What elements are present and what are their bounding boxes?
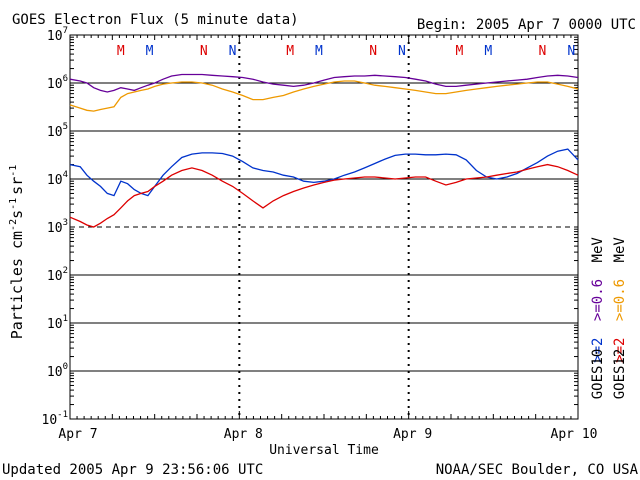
y-tick-label: 104 xyxy=(47,170,68,188)
series-goes12_high xyxy=(69,163,579,228)
legend: >=2 >=0.6 MeV >=2 >=0.6 MeV GOES10 GOES1… xyxy=(590,237,628,400)
marker-M: M xyxy=(484,44,492,59)
credit-line: NOAA/SEC Boulder, CO USA xyxy=(436,462,639,478)
x-tick-label: Apr 9 xyxy=(393,427,432,442)
series-goes10_high xyxy=(69,148,579,197)
marker-N: N xyxy=(398,44,406,59)
legend-high-goes10: >=2 >=0.6 MeV xyxy=(590,237,606,363)
series-goes12_low xyxy=(69,80,579,112)
y-tick-label: 106 xyxy=(47,74,68,92)
legend-sat-goes12: GOES12 xyxy=(612,349,628,400)
x-tick-labels: Apr 7 Apr 8 Apr 9 Apr 10 xyxy=(58,427,597,442)
marker-N: N xyxy=(229,44,237,59)
chart-title: GOES Electron Flux (5 minute data) xyxy=(12,12,299,28)
legend-high-goes12: >=2 >=0.6 MeV xyxy=(612,237,628,363)
y-tick-label: 102 xyxy=(47,266,68,284)
y-tick-label: 101 xyxy=(47,314,68,332)
marker-N: N xyxy=(200,44,208,59)
legend-sat-goes10: GOES10 xyxy=(590,349,606,400)
marker-M: M xyxy=(146,44,154,59)
y-axis-label: Particles cm-2s-1sr-1 xyxy=(8,165,26,340)
marker-M: M xyxy=(456,44,464,59)
horizontal-gridlines xyxy=(70,36,578,406)
day-divider-lines xyxy=(69,35,579,419)
marker-N: N xyxy=(369,44,377,59)
x-tick-label: Apr 7 xyxy=(58,427,97,442)
series-goes10_low xyxy=(69,73,579,93)
begin-time: Begin: 2005 Apr 7 0000 UTC xyxy=(417,17,636,33)
marker-M: M xyxy=(117,44,125,59)
x-tick-label: Apr 8 xyxy=(224,427,263,442)
x-tick-label: Apr 10 xyxy=(551,427,598,442)
marker-N: N xyxy=(539,44,547,59)
data-series xyxy=(69,73,579,228)
y-tick-label: 103 xyxy=(47,218,68,236)
marker-M: M xyxy=(286,44,294,59)
marker-M: M xyxy=(315,44,323,59)
x-axis-label: Universal Time xyxy=(269,443,379,458)
marker-N: N xyxy=(567,44,575,59)
y-tick-label: 105 xyxy=(47,122,68,140)
y-tick-label: 100 xyxy=(47,362,68,380)
y-tick-label: 107 xyxy=(47,26,68,44)
updated-timestamp: Updated 2005 Apr 9 23:56:06 UTC xyxy=(2,462,263,478)
y-tick-label: 10-1 xyxy=(42,410,69,428)
y-tick-labels: 10-1 100 101 102 103 104 105 106 107 xyxy=(42,26,69,428)
